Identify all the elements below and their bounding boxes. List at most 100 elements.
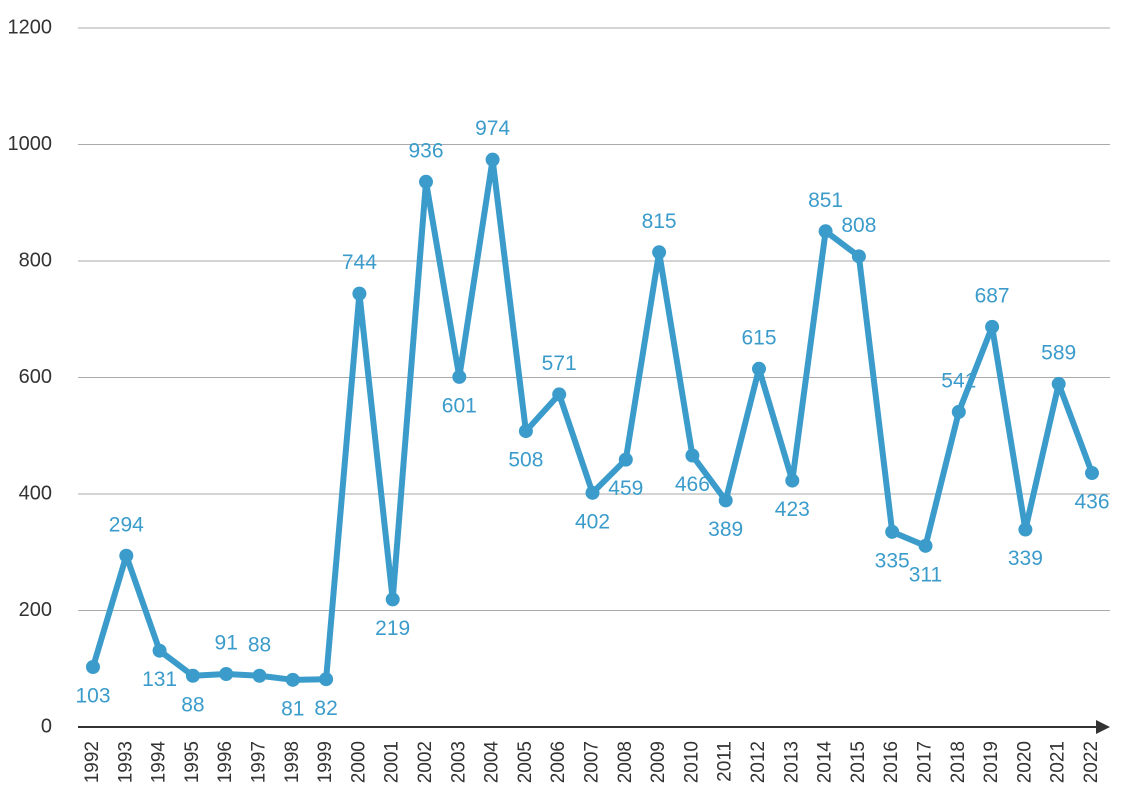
- x-tick-label: 2011: [715, 741, 736, 782]
- y-tick-label: 1000: [8, 133, 53, 155]
- value-label: 82: [314, 697, 337, 720]
- x-tick-label: 2015: [848, 741, 869, 783]
- x-tick-label: 2013: [781, 741, 802, 783]
- x-tick-label: 1993: [115, 741, 136, 783]
- data-point: [851, 249, 866, 264]
- value-label: 541: [941, 369, 976, 392]
- x-tick-label: 2019: [981, 741, 1002, 783]
- value-label: 423: [775, 498, 810, 521]
- x-tick-label: 1998: [282, 741, 303, 783]
- value-label: 131: [142, 668, 177, 691]
- data-point: [618, 452, 633, 467]
- x-tick-label: 2007: [582, 741, 603, 783]
- x-tick-label: 2001: [382, 741, 403, 783]
- x-tick-label: 2020: [1014, 741, 1035, 783]
- y-tick-label: 600: [19, 366, 52, 388]
- x-tick-label: 1996: [215, 741, 236, 783]
- value-label: 687: [975, 284, 1010, 307]
- value-label: 339: [1008, 547, 1043, 570]
- value-label: 466: [675, 473, 710, 496]
- value-label: 402: [575, 510, 610, 533]
- value-label: 294: [109, 513, 144, 536]
- value-label: 219: [375, 617, 410, 640]
- x-tick-label: 2017: [915, 741, 936, 783]
- y-tick-label: 1200: [8, 16, 53, 38]
- data-point: [219, 666, 234, 681]
- data-point: [319, 672, 334, 687]
- x-tick-label: 2004: [482, 741, 503, 784]
- value-label: 436: [1074, 491, 1109, 514]
- x-tick-label: 2005: [515, 741, 536, 783]
- data-line: [90, 156, 1095, 683]
- data-point: [152, 643, 167, 658]
- data-point: [1051, 376, 1066, 391]
- y-tick-label: 0: [41, 715, 52, 737]
- x-axis-arrow: [1096, 720, 1110, 734]
- data-point: [86, 660, 100, 675]
- data-point: [885, 524, 900, 539]
- value-label: 335: [875, 549, 910, 572]
- data-point: [285, 672, 300, 687]
- value-label: 815: [642, 210, 677, 233]
- x-tick-label: 2016: [881, 741, 902, 783]
- x-tick-label: 2022: [1081, 741, 1102, 783]
- data-point: [1018, 522, 1033, 537]
- x-tick-label: 1995: [182, 741, 203, 783]
- value-label: 389: [708, 518, 743, 541]
- data-point: [518, 424, 533, 439]
- x-tick-label: 2010: [681, 741, 702, 783]
- value-label: 744: [342, 251, 377, 274]
- y-tick-label: 800: [19, 249, 52, 271]
- data-point: [485, 152, 500, 167]
- data-point: [252, 668, 267, 683]
- x-tick-label: 1994: [149, 741, 170, 784]
- data-point: [352, 286, 367, 301]
- data-point: [585, 485, 600, 500]
- value-label: 974: [475, 117, 510, 140]
- data-point: [918, 538, 933, 553]
- x-tick-label: 1992: [82, 741, 103, 783]
- value-label: 508: [508, 449, 543, 472]
- x-tick-label: 2003: [448, 741, 469, 783]
- x-tick-label: 2008: [615, 741, 636, 783]
- value-label: 88: [248, 633, 271, 656]
- data-point: [752, 361, 766, 376]
- x-tick-label: 1999: [315, 741, 336, 783]
- data-point: [1085, 466, 1099, 481]
- value-label: 589: [1041, 341, 1076, 364]
- value-label: 808: [841, 214, 876, 237]
- data-point: [119, 548, 134, 563]
- data-point: [985, 319, 1000, 334]
- x-tick-label: 2018: [948, 741, 969, 783]
- data-point: [385, 592, 400, 607]
- data-point: [552, 387, 567, 402]
- x-tick-label: 2021: [1048, 741, 1069, 783]
- data-point: [419, 174, 433, 189]
- value-label: 103: [75, 685, 110, 708]
- x-tick-label: 2000: [348, 741, 369, 783]
- x-tick-label: 2009: [648, 741, 669, 783]
- value-label: 91: [215, 632, 238, 655]
- value-label: 615: [741, 326, 776, 349]
- data-point: [818, 224, 833, 239]
- x-tick-label: 2012: [748, 741, 769, 783]
- data-point: [652, 245, 667, 260]
- data-point: [718, 493, 733, 508]
- value-label: 851: [808, 189, 843, 212]
- value-label: 88: [181, 693, 204, 716]
- value-label: 571: [542, 352, 577, 375]
- x-tick-label: 2002: [415, 741, 436, 783]
- value-label: 601: [442, 394, 477, 417]
- data-point: [785, 473, 800, 488]
- data-point: [951, 404, 966, 419]
- data-point: [185, 668, 200, 683]
- data-point: [685, 448, 700, 463]
- x-tick-label: 2014: [815, 741, 836, 784]
- value-label: 936: [408, 139, 443, 162]
- x-tick-label: 2006: [548, 741, 569, 783]
- value-label: 311: [909, 563, 942, 586]
- y-tick-label: 200: [19, 599, 52, 621]
- x-tick-label: 1997: [249, 741, 270, 783]
